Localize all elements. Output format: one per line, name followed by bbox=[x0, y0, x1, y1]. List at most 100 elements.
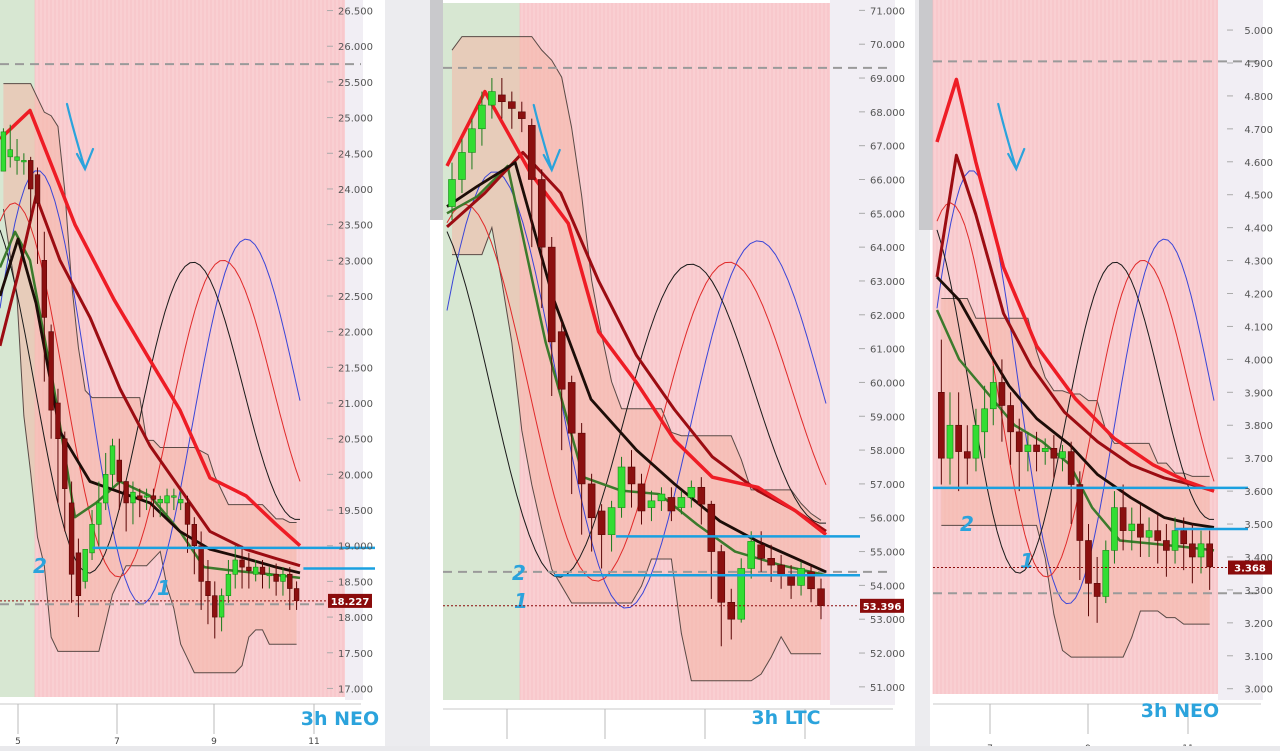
y-tick-label: 25.000 bbox=[338, 114, 373, 125]
arrow-annotation-icon bbox=[997, 102, 1026, 172]
candle-body bbox=[1024, 444, 1032, 452]
candle-body bbox=[1154, 530, 1162, 541]
y-tick-label: 3.100 bbox=[1244, 652, 1273, 663]
moving-average-red bbox=[445, 89, 828, 537]
candle-body bbox=[14, 156, 20, 161]
y-tick-label: 4.600 bbox=[1244, 158, 1273, 169]
envelope-fill bbox=[3, 83, 297, 673]
candle-body bbox=[143, 495, 150, 498]
chart-panel-3: 2 1 5.000 4.900 4.800 4.700 4.600 4.500 4.400 4.3… bbox=[919, 0, 1280, 751]
candle-body bbox=[955, 424, 962, 452]
arrow-annotation-icon bbox=[65, 102, 95, 172]
candle-body bbox=[48, 331, 54, 411]
candle-body bbox=[252, 566, 259, 575]
candle-body bbox=[184, 502, 191, 525]
y-tick-label: 61.000 bbox=[870, 345, 905, 356]
y-tick-label: 4.800 bbox=[1244, 92, 1273, 103]
y-tick-label: 3.900 bbox=[1244, 388, 1273, 399]
y-tick-label: 3.400 bbox=[1244, 553, 1273, 564]
candle-body bbox=[518, 111, 526, 119]
candle-body bbox=[130, 491, 136, 504]
candle-body bbox=[963, 451, 971, 459]
candle-body bbox=[191, 524, 198, 547]
candle-body bbox=[807, 571, 815, 590]
candle-body bbox=[1163, 540, 1170, 551]
candle-body bbox=[171, 495, 177, 498]
candle-body bbox=[677, 497, 686, 508]
candle-body bbox=[627, 466, 636, 485]
envelope-upper-line bbox=[941, 298, 1210, 477]
candle-body bbox=[687, 486, 696, 498]
candle-body bbox=[89, 524, 95, 554]
y-tick-label: 22.000 bbox=[338, 328, 373, 339]
y-tick-label: 23.500 bbox=[338, 221, 373, 232]
candle-body bbox=[102, 474, 109, 504]
y-tick-label: 24.500 bbox=[338, 149, 373, 160]
candle-body bbox=[667, 497, 676, 512]
oscillator-red-line bbox=[0, 202, 301, 578]
candle-body bbox=[116, 459, 123, 482]
candle-body bbox=[1171, 530, 1179, 551]
candle-body bbox=[109, 445, 116, 475]
y-tick-label: 4.400 bbox=[1244, 224, 1273, 235]
x-tick-label: 9 bbox=[211, 737, 217, 746]
y-tick-label: 4.500 bbox=[1244, 191, 1273, 202]
chart-panel-2: 2 1 71.000 70.000 69.000 68.000 67.000 66.000 65… bbox=[430, 0, 915, 746]
candle-body bbox=[164, 495, 170, 504]
candle-body bbox=[717, 551, 726, 603]
y-tick-label: 51.000 bbox=[870, 683, 905, 694]
candle-body bbox=[527, 125, 536, 180]
candle-body bbox=[488, 91, 496, 106]
annotation-label-2: 1 bbox=[157, 576, 171, 600]
oscillator-blue-line bbox=[0, 170, 301, 605]
y-tick-label: 65.000 bbox=[870, 209, 905, 220]
y-tick-label: 17.500 bbox=[338, 649, 373, 660]
candle-body bbox=[727, 601, 736, 620]
candle-body bbox=[266, 573, 273, 577]
candle-body bbox=[218, 595, 225, 618]
plot-right-band bbox=[345, 0, 363, 700]
y-tick-label: 57.000 bbox=[870, 480, 905, 491]
plot-right-band bbox=[1218, 0, 1263, 700]
candle-body bbox=[757, 544, 765, 559]
y-tick-label: 4.100 bbox=[1244, 322, 1273, 333]
moving-average-red bbox=[935, 77, 1215, 493]
candle-body bbox=[157, 499, 163, 504]
y-tick-label: 60.000 bbox=[870, 378, 905, 389]
y-tick-label: 17.000 bbox=[338, 684, 373, 695]
moving-average-dark-red bbox=[935, 153, 1215, 493]
y-tick-label: 68.000 bbox=[870, 108, 905, 119]
symbol-label: 3h NEO bbox=[301, 708, 379, 730]
panel-scroll-strip bbox=[919, 0, 933, 230]
y-tick-label: 59.000 bbox=[870, 412, 905, 423]
annotation-label-1: 2 bbox=[512, 561, 526, 585]
candle-body bbox=[0, 131, 7, 172]
y-tick-label: 62.000 bbox=[870, 311, 905, 322]
candle-body bbox=[198, 545, 204, 582]
y-tick-label: 19.000 bbox=[338, 542, 373, 553]
candle-body bbox=[273, 573, 279, 582]
y-tick-label: 3.800 bbox=[1244, 421, 1273, 432]
candle-body bbox=[21, 160, 27, 163]
y-tick-label: 4.300 bbox=[1244, 257, 1273, 268]
y-tick-label: 23.000 bbox=[338, 256, 373, 267]
y-tick-label: 20.500 bbox=[338, 435, 373, 446]
candle-body bbox=[1041, 447, 1049, 452]
current-price-label: 3.368 bbox=[1234, 564, 1266, 575]
y-tick-label: 19.500 bbox=[338, 506, 373, 517]
candle-body bbox=[82, 548, 88, 582]
candle-body bbox=[1007, 405, 1014, 433]
candle-body bbox=[478, 104, 486, 130]
x-tick-label: 7 bbox=[114, 737, 120, 746]
envelope-upper-line bbox=[3, 83, 297, 523]
candle-body bbox=[989, 382, 997, 410]
candle-body bbox=[1076, 484, 1084, 541]
candle-body bbox=[697, 486, 706, 505]
candle-body bbox=[557, 331, 566, 390]
y-tick-label: 3.700 bbox=[1244, 454, 1273, 465]
candle-body bbox=[657, 493, 666, 502]
moving-average-dark-red bbox=[0, 194, 301, 568]
y-tick-label: 21.000 bbox=[338, 399, 373, 410]
candle-body bbox=[1197, 543, 1205, 558]
